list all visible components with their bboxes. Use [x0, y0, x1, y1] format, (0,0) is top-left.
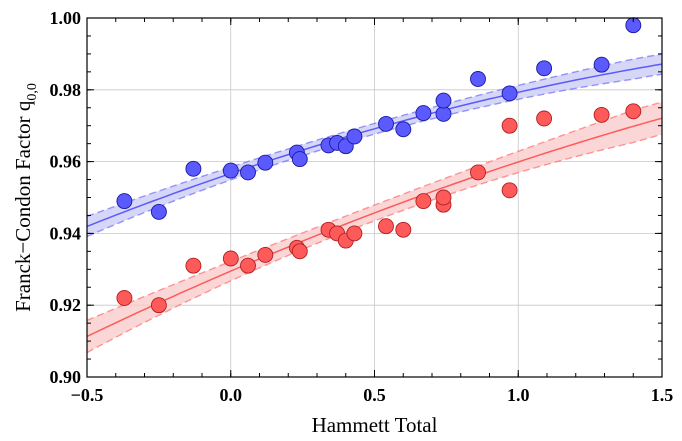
- data-point-1: [625, 103, 642, 120]
- data-point-0: [257, 154, 274, 171]
- data-point-1: [116, 290, 133, 306]
- x-axis-title: Hammett Total: [312, 413, 438, 437]
- band-lower-line-0: [86, 73, 663, 238]
- data-point-1: [291, 243, 308, 260]
- y-tick-label: 0.98: [50, 80, 82, 100]
- data-point-1: [536, 110, 553, 127]
- data-point-1: [501, 117, 518, 134]
- data-point-0: [150, 203, 167, 220]
- x-tick-label: −0.5: [71, 385, 104, 405]
- data-point-1: [593, 106, 610, 123]
- data-point-0: [435, 92, 452, 109]
- confidence-bands: [87, 54, 662, 353]
- data-point-0: [415, 105, 432, 122]
- x-tick-labels: −0.5 0.0 0.5 1.0 1.5: [71, 385, 674, 405]
- y-tick-label: 0.90: [50, 367, 82, 387]
- data-point-0: [501, 85, 518, 102]
- y-tick-labels: 0.90 0.92 0.94 0.96 0.98 1.00: [50, 8, 82, 387]
- confidence-band-0: [87, 54, 662, 237]
- data-point-1: [395, 221, 412, 238]
- data-point-0: [116, 193, 133, 210]
- data-point-1: [470, 164, 486, 181]
- data-point-0: [346, 128, 363, 145]
- data-point-0: [395, 121, 412, 138]
- band-upper-line-0: [86, 53, 663, 217]
- data-point-1: [150, 297, 167, 314]
- data-point-1: [240, 257, 256, 274]
- y-axis-title: Franck−Condon Factor q0,0: [11, 83, 40, 312]
- data-point-1: [346, 225, 363, 242]
- x-tick-label: 0.5: [363, 385, 386, 405]
- y-axis-title-main: Franck−Condon Factor q: [11, 100, 35, 312]
- y-tick-label: 0.96: [50, 152, 82, 172]
- fit-line-0: [86, 63, 663, 228]
- data-point-1: [257, 246, 274, 263]
- axis-ticks: [86, 17, 663, 378]
- band-lower-line-1: [86, 133, 663, 354]
- grid: [87, 18, 662, 377]
- band-upper-line-1: [86, 101, 663, 321]
- x-tick-label: 0.0: [220, 385, 243, 405]
- y-tick-label: 0.92: [50, 295, 82, 315]
- data-point-0: [593, 56, 610, 73]
- y-axis-title-subscript: 0,0: [25, 83, 40, 101]
- x-tick-label: 1.0: [507, 385, 530, 405]
- data-point-0: [435, 105, 452, 122]
- fit-line-1: [86, 117, 663, 338]
- data-point-0: [291, 151, 308, 168]
- y-tick-label: 0.94: [50, 223, 82, 243]
- confidence-band-1: [87, 102, 662, 353]
- data-point-0: [536, 60, 553, 77]
- data-point-1: [185, 257, 202, 274]
- data-point-1: [435, 189, 452, 206]
- data-point-0: [240, 164, 256, 181]
- x-tick-label: 1.5: [651, 385, 674, 405]
- data-point-0: [378, 115, 394, 132]
- fit-lines: [86, 53, 663, 354]
- data-point-1: [222, 250, 239, 267]
- data-point-0: [185, 160, 202, 177]
- data-point-0: [470, 71, 486, 87]
- data-points: [116, 17, 642, 314]
- data-point-1: [415, 193, 432, 210]
- y-tick-label: 1.00: [50, 8, 82, 28]
- data-point-1: [501, 182, 518, 199]
- data-point-0: [222, 162, 239, 179]
- data-point-1: [378, 218, 394, 235]
